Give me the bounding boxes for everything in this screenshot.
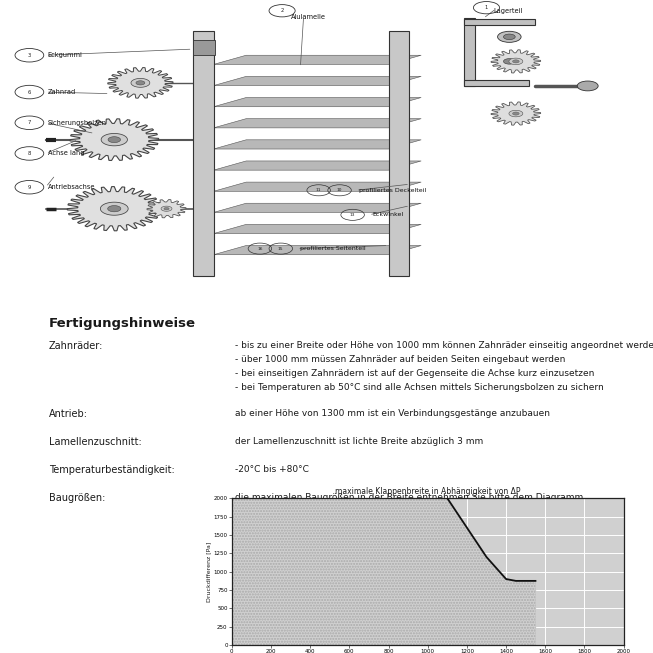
Text: die maximalen Baugrößen in der Breite entnehmen Sie bitte dem Diagramm: die maximalen Baugrößen in der Breite en… (235, 493, 583, 502)
Polygon shape (214, 203, 421, 212)
Polygon shape (108, 67, 173, 98)
Polygon shape (214, 246, 421, 255)
Polygon shape (214, 225, 421, 234)
Polygon shape (164, 208, 169, 210)
Polygon shape (214, 56, 421, 65)
Text: 9: 9 (27, 185, 31, 190)
Text: Alulamelle: Alulamelle (291, 14, 326, 20)
Polygon shape (214, 97, 421, 106)
Polygon shape (491, 50, 541, 73)
Text: 8: 8 (27, 151, 31, 156)
Text: 3: 3 (28, 53, 31, 57)
Text: 10: 10 (337, 188, 342, 192)
Text: 7: 7 (27, 120, 31, 125)
Polygon shape (108, 136, 121, 142)
Polygon shape (147, 200, 186, 218)
Circle shape (503, 59, 515, 64)
Text: Sicherungsbolzen: Sicherungsbolzen (48, 119, 106, 126)
Text: Baugrößen:: Baugrößen: (49, 493, 105, 503)
Y-axis label: Druckdifferenz [Pa]: Druckdifferenz [Pa] (206, 541, 212, 602)
Text: - bei einseitigen Zahnrädern ist auf der Gegenseite die Achse kurz einzusetzen: - bei einseitigen Zahnrädern ist auf der… (235, 369, 594, 378)
Polygon shape (214, 140, 421, 149)
Polygon shape (214, 182, 421, 191)
Text: Antrieb:: Antrieb: (49, 409, 88, 419)
Text: 15: 15 (278, 247, 283, 251)
Polygon shape (232, 498, 535, 645)
Polygon shape (491, 102, 541, 125)
Title: maximale Klappenbreite in Abhängigkeit von ΔP: maximale Klappenbreite in Abhängigkeit v… (335, 487, 520, 496)
Text: 2: 2 (280, 8, 284, 13)
Bar (464, 19, 535, 25)
Polygon shape (193, 40, 215, 56)
Polygon shape (108, 206, 121, 212)
Text: Lamellenzuschnitt:: Lamellenzuschnitt: (49, 437, 142, 447)
Text: 13: 13 (350, 213, 355, 217)
Bar (464, 80, 529, 86)
Text: Antriebsachse: Antriebsachse (48, 184, 95, 190)
Text: - bei Temperaturen ab 50°C sind alle Achsen mittels Sicherungsbolzen zu sichern: - bei Temperaturen ab 50°C sind alle Ach… (235, 383, 604, 392)
Text: Zahnräder:: Zahnräder: (49, 341, 103, 351)
Polygon shape (214, 161, 421, 170)
Text: Temperaturbeständigkeit:: Temperaturbeständigkeit: (49, 465, 175, 475)
Polygon shape (513, 112, 519, 115)
Text: Lagerteil: Lagerteil (493, 8, 522, 14)
Bar (193, 31, 214, 276)
Text: profiliertes Seitenteil: profiliertes Seitenteil (300, 246, 366, 251)
Polygon shape (70, 119, 159, 161)
Circle shape (498, 56, 521, 67)
Text: 11: 11 (316, 188, 321, 192)
Polygon shape (509, 58, 523, 65)
Bar (464, 18, 475, 86)
Polygon shape (214, 119, 421, 128)
Circle shape (577, 81, 598, 91)
Bar (389, 31, 409, 276)
Text: Eckwinkel: Eckwinkel (372, 212, 404, 217)
Polygon shape (214, 76, 421, 86)
Polygon shape (131, 78, 150, 88)
Text: der Lamellenzuschnitt ist lichte Breite abzüglich 3 mm: der Lamellenzuschnitt ist lichte Breite … (235, 437, 483, 446)
Polygon shape (136, 81, 145, 85)
Polygon shape (101, 133, 127, 146)
Text: ab einer Höhe von 1300 mm ist ein Verbindungsgestänge anzubauen: ab einer Höhe von 1300 mm ist ein Verbin… (235, 409, 550, 418)
Text: - bis zu einer Breite oder Höhe von 1000 mm können Zahnräder einseitig angeordne: - bis zu einer Breite oder Höhe von 1000… (235, 341, 653, 350)
Text: 1: 1 (485, 5, 488, 10)
Text: Zahnrad: Zahnrad (48, 89, 76, 95)
Polygon shape (101, 202, 128, 215)
Circle shape (503, 34, 515, 40)
Polygon shape (67, 187, 161, 231)
Text: profiliertes Deckelteil: profiliertes Deckelteil (359, 188, 426, 193)
Text: -20°C bis +80°C: -20°C bis +80°C (235, 465, 309, 474)
Text: Achse lang: Achse lang (48, 150, 84, 157)
Polygon shape (161, 206, 172, 212)
Text: - über 1000 mm müssen Zahnräder auf beiden Seiten eingebaut werden: - über 1000 mm müssen Zahnräder auf beid… (235, 355, 565, 364)
Text: 16: 16 (257, 247, 263, 251)
Polygon shape (513, 60, 519, 63)
Circle shape (498, 31, 521, 42)
Polygon shape (509, 110, 523, 117)
Text: 6: 6 (27, 89, 31, 95)
Text: Fertigungshinweise: Fertigungshinweise (49, 317, 196, 330)
Text: Eckgummi: Eckgummi (48, 52, 82, 58)
